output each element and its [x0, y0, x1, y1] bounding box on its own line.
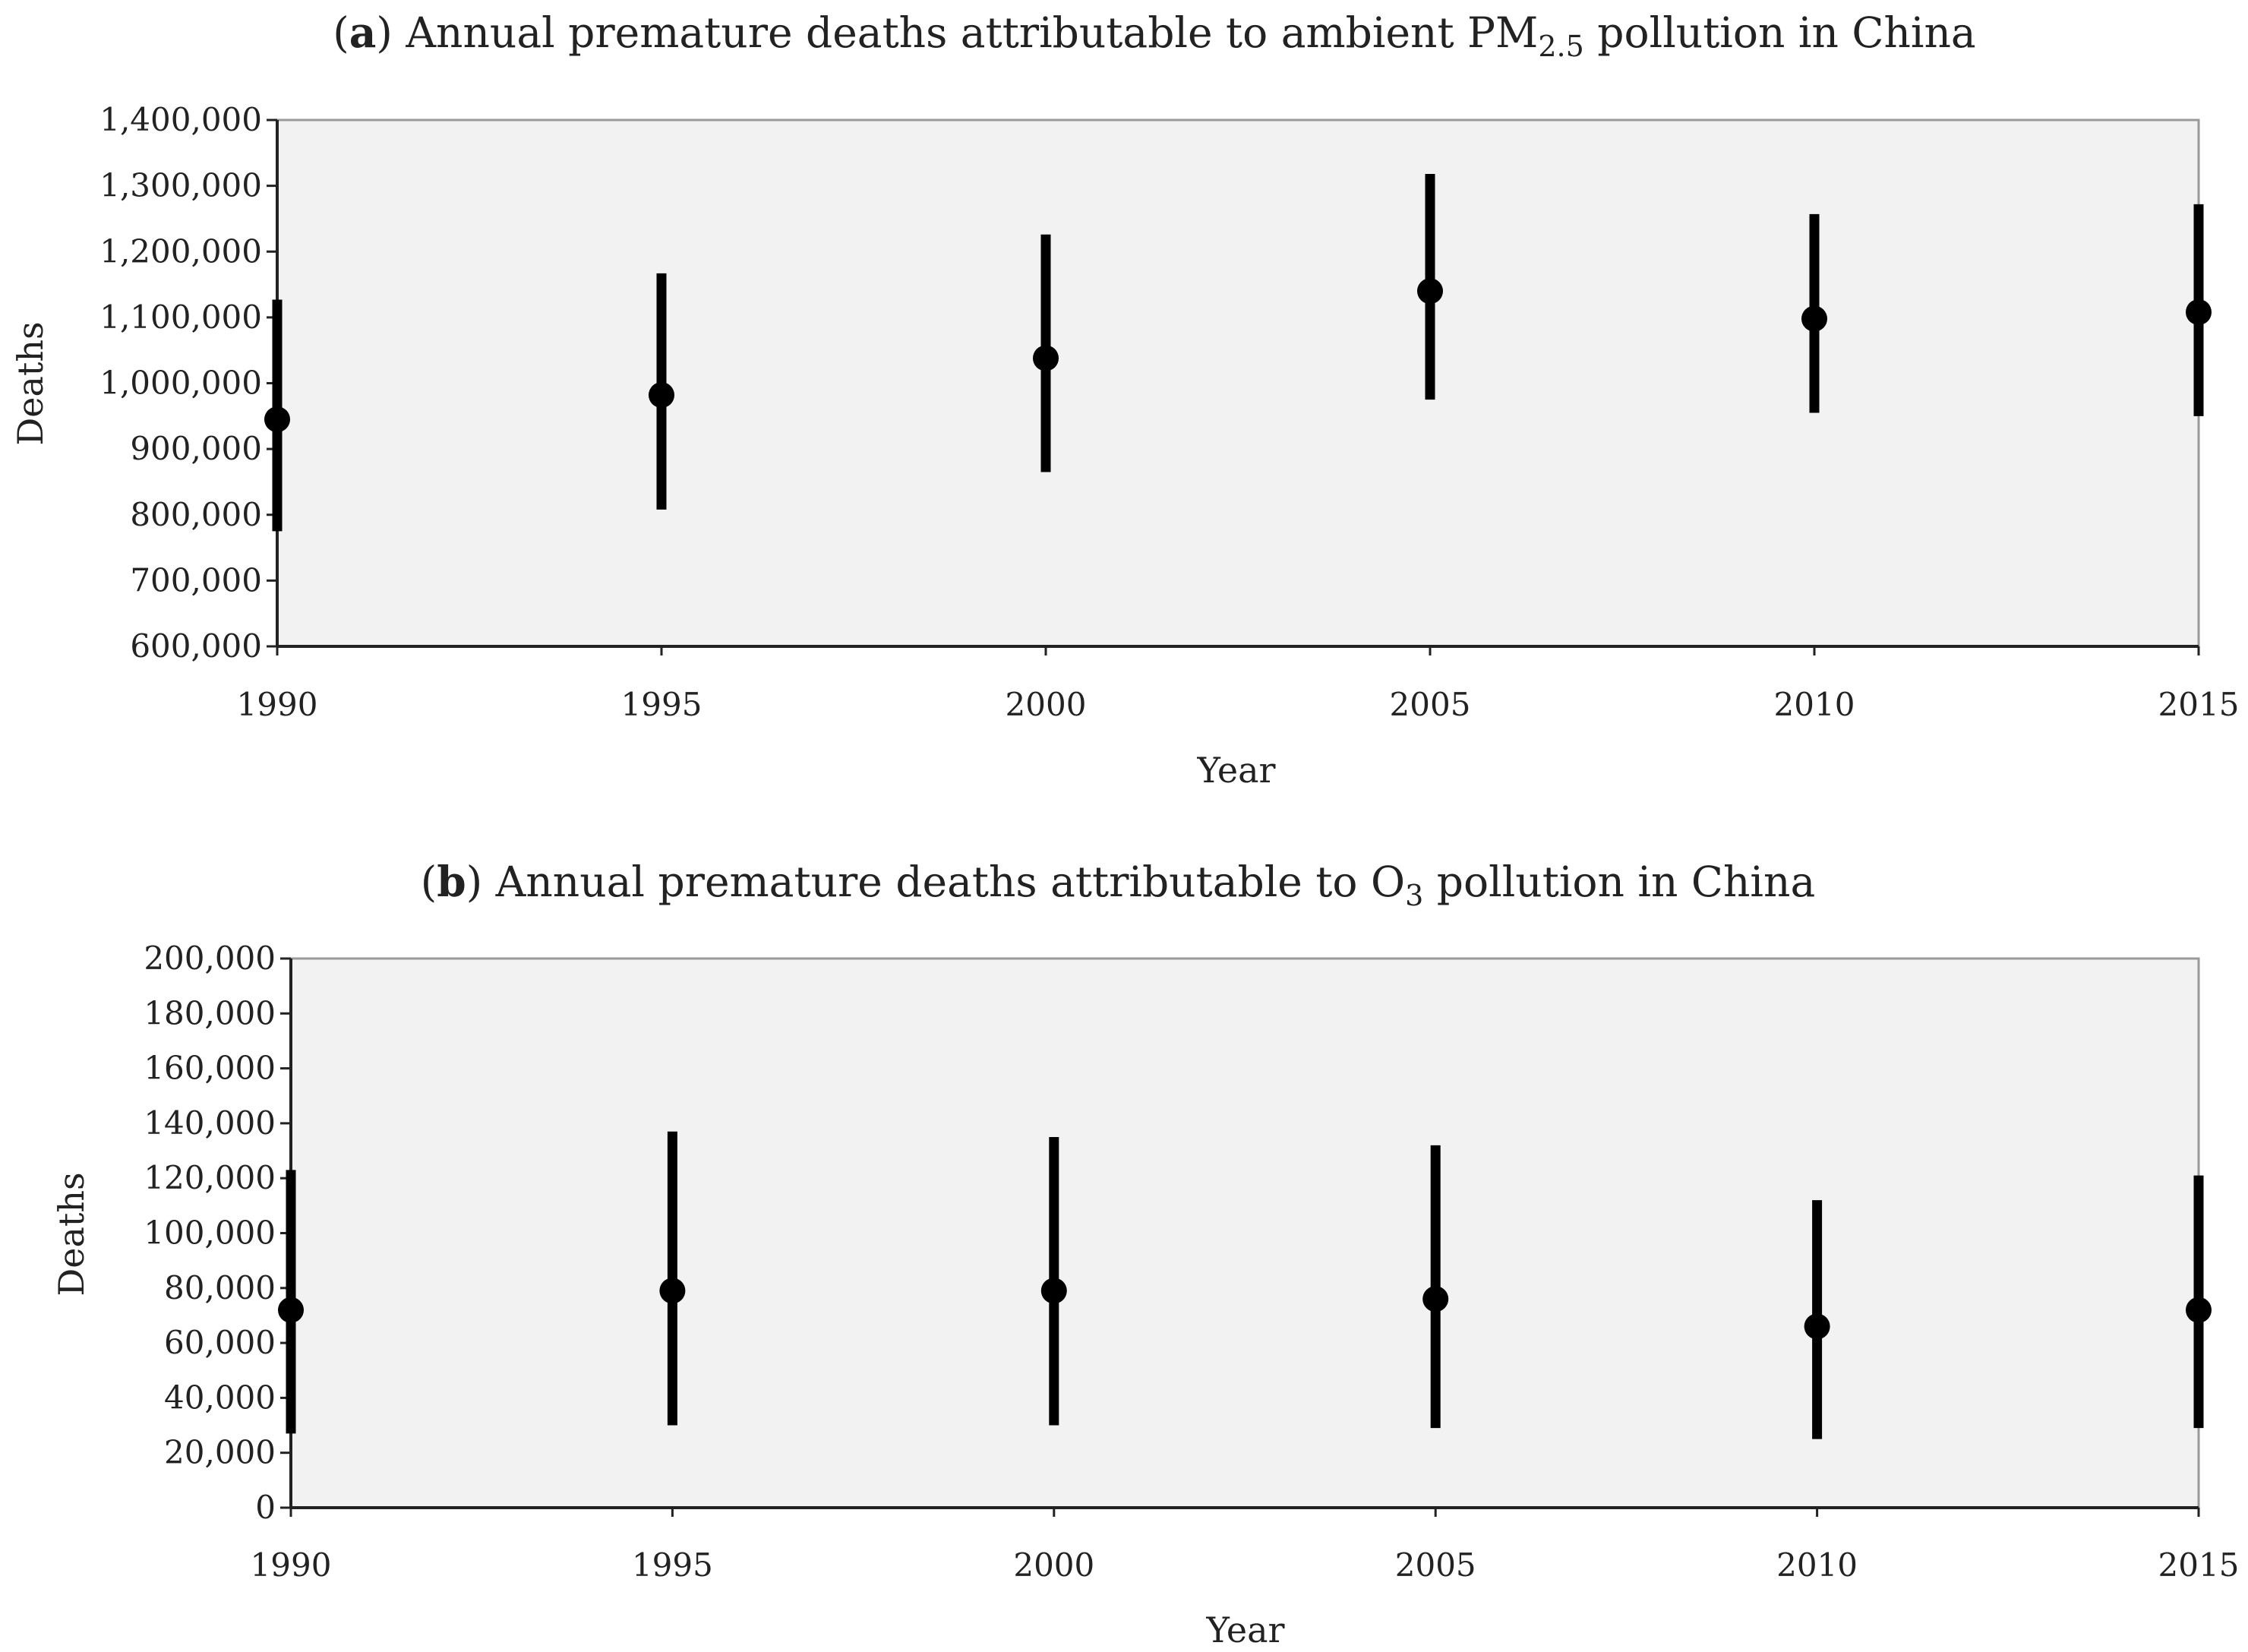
y-tick-label-a: 900,000 [130, 430, 262, 467]
x-tick-label-a: 2000 [1006, 686, 1087, 723]
chart-panel-a: (a) Annual premature deaths attributable… [10, 8, 2239, 791]
y-axis-label-b: Deaths [51, 1172, 92, 1296]
y-tick-label-a: 800,000 [130, 496, 262, 533]
x-tick-label-b: 1990 [251, 1546, 332, 1584]
chart-panel-b: (b) Annual premature deaths attributable… [51, 857, 2239, 1650]
x-tick-label-a: 2005 [1390, 686, 1471, 723]
y-tick-label-b: 80,000 [164, 1269, 276, 1306]
data-point-a-2010 [1801, 305, 1827, 332]
data-point-a-1995 [649, 382, 674, 409]
y-tick-label-a: 700,000 [130, 561, 262, 599]
y-tick-label-b: 180,000 [144, 994, 276, 1031]
data-point-a-2000 [1033, 345, 1059, 371]
x-tick-label-a: 2010 [1774, 686, 1855, 723]
y-ticks-a: 600,000 700,000 800,000 900,000 1,000,000 1,1… [99, 101, 277, 665]
y-tick-label-a: 1,000,000 [99, 365, 262, 402]
x-tick-label-b: 2010 [1776, 1546, 1858, 1584]
y-tick-label-a: 1,100,000 [99, 298, 262, 336]
y-axis-label-a: Deaths [10, 321, 51, 445]
y-tick-label-b: 120,000 [144, 1159, 276, 1196]
plot-area-b [289, 957, 2200, 1509]
x-tick-label-b: 2015 [2158, 1546, 2240, 1584]
y-tick-label-a: 600,000 [130, 627, 262, 665]
x-tick-label-b: 2005 [1395, 1546, 1476, 1584]
data-point-b-2010 [1804, 1313, 1830, 1340]
data-point-a-1990 [264, 406, 290, 433]
y-tick-label-b: 140,000 [144, 1104, 276, 1142]
y-tick-label-a: 1,200,000 [99, 232, 262, 270]
x-tick-label-a: 1995 [621, 686, 702, 723]
y-ticks-b: 0 20,000 40,000 60,000 80,000 100,000 120,000 1… [144, 940, 291, 1526]
y-tick-label-b: 200,000 [144, 940, 276, 977]
chart-title-b: (b) Annual premature deaths attributable… [421, 857, 1815, 912]
x-tick-label-a: 2015 [2158, 686, 2240, 723]
x-tick-label-a: 1990 [237, 686, 318, 723]
x-ticks-a: 1990 1995 2000 2005 2010 2015 [237, 646, 2240, 723]
x-tick-label-b: 2000 [1013, 1546, 1094, 1584]
y-tick-label-b: 160,000 [144, 1050, 276, 1087]
error-bars-a [264, 174, 2212, 532]
data-point-a-2005 [1417, 278, 1443, 305]
error-bars-b [278, 1131, 2212, 1439]
y-tick-label-b: 0 [255, 1489, 276, 1526]
plot-area-a [276, 118, 2200, 648]
x-axis-label-a: Year [1196, 750, 1275, 791]
data-point-b-1995 [659, 1278, 686, 1304]
y-tick-label-a: 1,300,000 [99, 167, 262, 204]
data-point-b-2000 [1040, 1278, 1067, 1304]
x-axis-label-b: Year [1205, 1609, 1284, 1650]
data-point-b-2005 [1422, 1286, 1449, 1312]
y-tick-label-b: 100,000 [144, 1215, 276, 1252]
y-tick-label-b: 60,000 [164, 1324, 276, 1361]
data-point-b-2015 [2186, 1297, 2212, 1323]
x-ticks-b: 1990 1995 2000 2005 2010 2015 [251, 1508, 2240, 1584]
data-point-a-2015 [2186, 298, 2212, 325]
y-tick-label-b: 20,000 [164, 1434, 276, 1471]
x-tick-label-b: 1995 [632, 1546, 713, 1584]
data-point-b-1990 [278, 1297, 304, 1323]
y-tick-label-b: 40,000 [164, 1379, 276, 1416]
y-tick-label-a: 1,400,000 [99, 101, 262, 138]
chart-title-a: (a) Annual premature deaths attributable… [333, 8, 1975, 63]
